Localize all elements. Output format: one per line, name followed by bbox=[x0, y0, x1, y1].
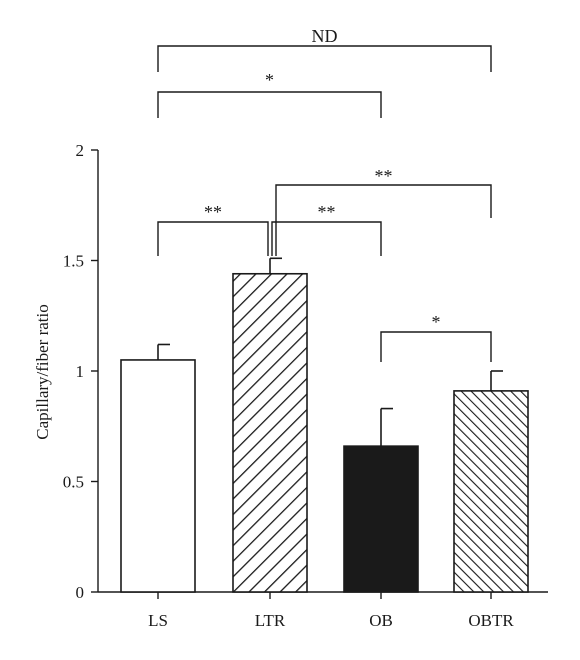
bar-ob bbox=[343, 445, 419, 593]
significance-bracket: ** bbox=[275, 166, 492, 256]
bar-ls bbox=[120, 359, 196, 593]
significance-label: ** bbox=[318, 202, 336, 222]
y-tick-label: 1.5 bbox=[63, 252, 84, 271]
error-bar-obtr bbox=[490, 370, 503, 391]
error-bars bbox=[157, 257, 503, 447]
error-bar-ls bbox=[157, 343, 170, 360]
significance-bracket: ND bbox=[157, 26, 492, 72]
x-tick-label: OB bbox=[369, 611, 393, 630]
error-bar-ob bbox=[380, 407, 393, 447]
x-axis: LS LTR OB OBTR bbox=[98, 591, 548, 630]
significance-bracket: ** bbox=[157, 202, 269, 256]
y-axis-label: Capillary/fiber ratio bbox=[33, 304, 52, 439]
x-tick-label: OBTR bbox=[468, 611, 514, 630]
significance-label: * bbox=[432, 312, 441, 332]
bar-ltr bbox=[232, 272, 308, 593]
bar-obtr bbox=[453, 390, 529, 593]
error-bar-ltr bbox=[269, 257, 282, 274]
x-tick-label: LTR bbox=[255, 611, 286, 630]
significance-bracket: * bbox=[380, 312, 492, 362]
y-axis: 0 0.5 1 1.5 2 bbox=[63, 141, 99, 602]
y-tick-label: 0.5 bbox=[63, 473, 84, 492]
significance-bracket: ** bbox=[271, 202, 382, 256]
significance-bracket: * bbox=[157, 70, 382, 118]
y-tick-label: 1 bbox=[76, 362, 85, 381]
significance-label: ** bbox=[375, 166, 393, 186]
significance-brackets: ND*** ***** bbox=[157, 26, 492, 362]
significance-label: ** bbox=[204, 202, 222, 222]
bar-series bbox=[120, 272, 529, 593]
significance-label: ND bbox=[312, 26, 338, 46]
y-tick-label: 0 bbox=[76, 583, 85, 602]
x-tick-label: LS bbox=[148, 611, 168, 630]
y-tick-label: 2 bbox=[76, 141, 85, 160]
significance-label: * bbox=[265, 70, 274, 90]
